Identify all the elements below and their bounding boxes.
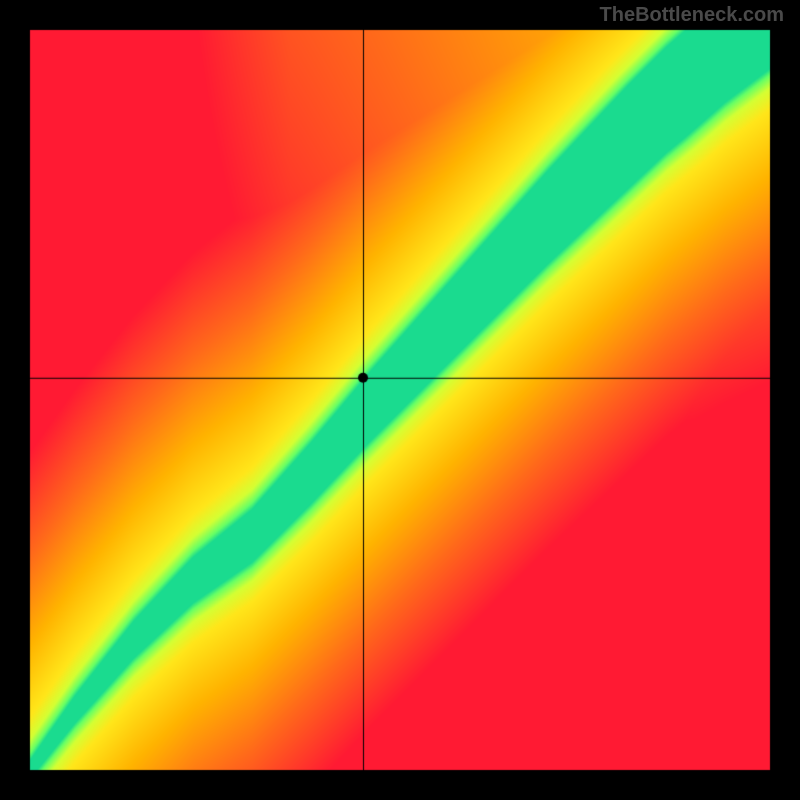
bottleneck-heatmap	[0, 0, 800, 800]
watermark-text: TheBottleneck.com	[600, 4, 784, 27]
chart-container: TheBottleneck.com	[0, 0, 800, 800]
